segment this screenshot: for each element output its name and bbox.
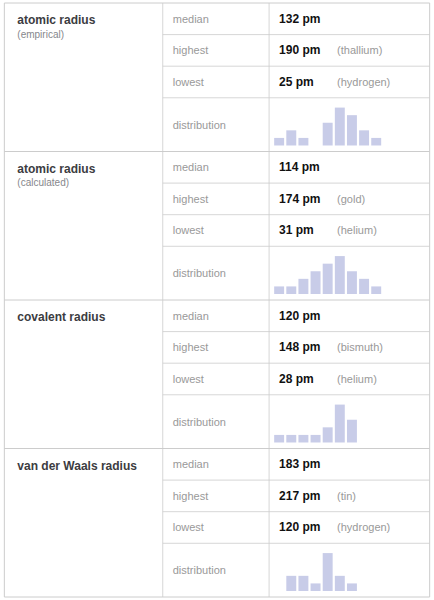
svg-text:distribution: distribution: [173, 267, 226, 279]
svg-text:183 pm: 183 pm: [279, 457, 320, 471]
svg-text:132 pm: 132 pm: [279, 12, 320, 26]
svg-text:median: median: [173, 310, 209, 322]
svg-text:median: median: [173, 161, 209, 173]
svg-text:distribution: distribution: [173, 564, 226, 576]
svg-text:covalent radius: covalent radius: [17, 310, 105, 324]
svg-text:atomic radius: atomic radius: [17, 162, 95, 176]
svg-text:(hydrogen): (hydrogen): [337, 76, 390, 88]
svg-text:(calculated): (calculated): [17, 177, 69, 188]
svg-text:25 pm: 25 pm: [279, 75, 314, 89]
svg-text:van der Waals radius: van der Waals radius: [17, 459, 137, 473]
svg-text:(thallium): (thallium): [337, 44, 382, 56]
svg-text:(empirical): (empirical): [17, 29, 64, 40]
svg-text:(helium): (helium): [337, 373, 377, 385]
svg-text:(hydrogen): (hydrogen): [337, 521, 390, 533]
svg-text:28 pm: 28 pm: [279, 372, 314, 386]
svg-text:lowest: lowest: [173, 76, 204, 88]
svg-text:lowest: lowest: [173, 521, 204, 533]
svg-text:(tin): (tin): [337, 490, 356, 502]
svg-text:highest: highest: [173, 341, 208, 353]
svg-text:190 pm: 190 pm: [279, 43, 320, 57]
svg-text:31 pm: 31 pm: [279, 223, 314, 237]
svg-text:120 pm: 120 pm: [279, 309, 320, 323]
svg-text:217 pm: 217 pm: [279, 489, 320, 503]
svg-text:120 pm: 120 pm: [279, 520, 320, 534]
svg-text:distribution: distribution: [173, 119, 226, 131]
svg-text:(bismuth): (bismuth): [337, 341, 383, 353]
svg-text:highest: highest: [173, 44, 208, 56]
svg-text:distribution: distribution: [173, 416, 226, 428]
svg-text:atomic radius: atomic radius: [17, 13, 95, 27]
svg-text:lowest: lowest: [173, 373, 204, 385]
svg-text:(gold): (gold): [337, 193, 365, 205]
svg-text:114 pm: 114 pm: [279, 160, 320, 174]
svg-text:median: median: [173, 458, 209, 470]
svg-text:median: median: [173, 13, 209, 25]
svg-text:(helium): (helium): [337, 224, 377, 236]
svg-text:highest: highest: [173, 490, 208, 502]
svg-text:highest: highest: [173, 193, 208, 205]
svg-text:148 pm: 148 pm: [279, 340, 320, 354]
svg-text:lowest: lowest: [173, 224, 204, 236]
svg-text:174 pm: 174 pm: [279, 192, 320, 206]
